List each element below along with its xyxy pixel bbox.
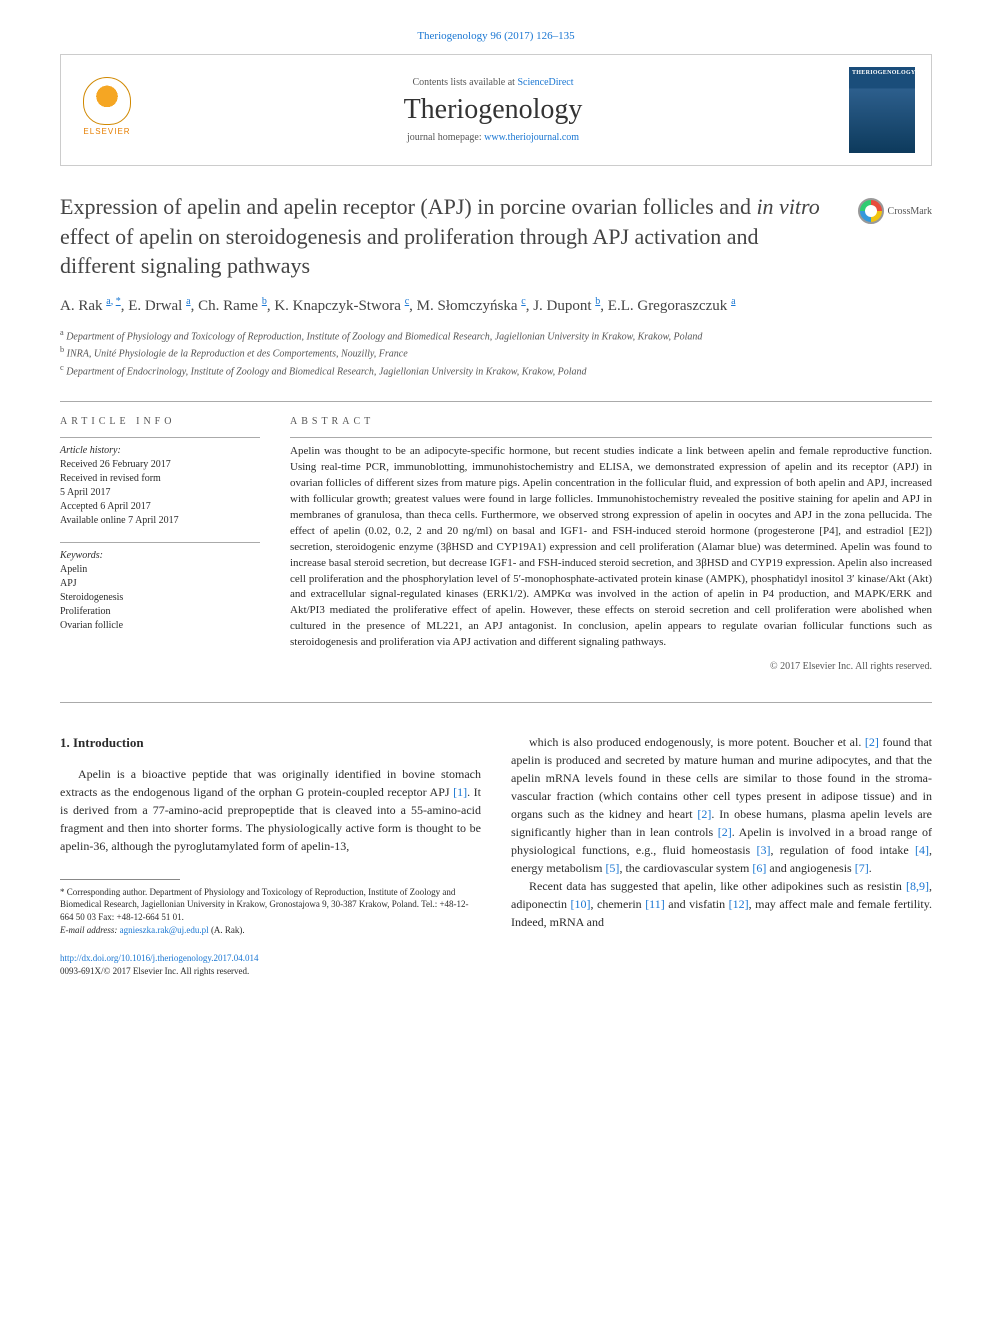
journal-homepage-link[interactable]: www.theriojournal.com <box>484 132 579 143</box>
elsevier-wordmark: ELSEVIER <box>83 127 130 136</box>
body-column-right: which is also produced endogenously, is … <box>511 733 932 977</box>
abstract-copyright: © 2017 Elsevier Inc. All rights reserved… <box>290 661 932 672</box>
ref-link-6[interactable]: [6] <box>752 861 766 875</box>
journal-masthead: ELSEVIER Contents lists available at Sci… <box>60 54 932 166</box>
affil-link-a[interactable]: a <box>106 296 110 307</box>
ref-link-11[interactable]: [11] <box>645 897 665 911</box>
intro-p2-right: Recent data has suggested that apelin, l… <box>511 877 932 931</box>
affil-link-b[interactable]: b <box>595 296 600 307</box>
ref-link-2[interactable]: [2] <box>718 825 732 839</box>
affil-link-b[interactable]: b <box>262 296 267 307</box>
elsevier-tree-icon <box>83 77 131 125</box>
intro-p1-right: which is also produced endogenously, is … <box>511 733 932 877</box>
ref-link-12[interactable]: [12] <box>729 897 749 911</box>
issn-copyright: 0093-691X/© 2017 Elsevier Inc. All right… <box>60 966 249 976</box>
sciencedirect-link[interactable]: ScienceDirect <box>517 77 573 88</box>
article-info-label: ARTICLE INFO <box>60 416 260 427</box>
affil-link-a[interactable]: a <box>731 296 735 307</box>
crossmark-label: CrossMark <box>888 206 932 217</box>
section-heading-introduction: 1. Introduction <box>60 733 481 753</box>
keywords-block: Keywords: Apelin APJ Steroidogenesis Pro… <box>60 542 260 633</box>
affiliations: a Department of Physiology and Toxicolog… <box>60 327 932 379</box>
ref-link-10[interactable]: [10] <box>571 897 591 911</box>
abstract-label: ABSTRACT <box>290 416 932 427</box>
journal-homepage-line: journal homepage: www.theriojournal.com <box>137 132 849 143</box>
ref-link-2[interactable]: [2] <box>865 735 879 749</box>
doi-block: http://dx.doi.org/10.1016/j.theriogenolo… <box>60 952 481 977</box>
ref-link-1[interactable]: [1] <box>453 785 467 799</box>
corresponding-author-note: * Corresponding author. Department of Ph… <box>60 886 481 936</box>
journal-name: Theriogenology <box>137 94 849 126</box>
citation-header: Theriogenology 96 (2017) 126–135 <box>60 30 932 42</box>
affil-link-c[interactable]: c <box>405 296 409 307</box>
elsevier-logo: ELSEVIER <box>77 77 137 143</box>
doi-link[interactable]: http://dx.doi.org/10.1016/j.theriogenolo… <box>60 953 259 963</box>
ref-link-7[interactable]: [7] <box>855 861 869 875</box>
article-history: Article history: Received 26 February 20… <box>60 437 260 528</box>
body-column-left: 1. Introduction Apelin is a bioactive pe… <box>60 733 481 977</box>
abstract-block: ABSTRACT Apelin was thought to be an adi… <box>290 416 932 672</box>
crossmark-badge[interactable]: CrossMark <box>858 198 932 224</box>
abstract-text: Apelin was thought to be an adipocyte-sp… <box>290 437 932 651</box>
ref-link-2[interactable]: [2] <box>697 807 711 821</box>
corresponding-star[interactable]: * <box>116 296 121 307</box>
corresponding-email-link[interactable]: agnieszka.rak@uj.edu.pl <box>120 925 209 935</box>
affil-link-a[interactable]: a <box>186 296 190 307</box>
ref-link-5[interactable]: [5] <box>605 861 619 875</box>
affil-link-c[interactable]: c <box>521 296 525 307</box>
author-list: A. Rak a, *, E. Drwal a, Ch. Rame b, K. … <box>60 295 932 317</box>
ref-link-3[interactable]: [3] <box>757 843 771 857</box>
ref-link-8-9[interactable]: [8,9] <box>906 879 929 893</box>
article-title: Expression of apelin and apelin receptor… <box>60 192 838 281</box>
journal-cover-thumbnail: THERIOGENOLOGY <box>849 67 915 153</box>
contents-available: Contents lists available at ScienceDirec… <box>137 77 849 88</box>
article-info-sidebar: ARTICLE INFO Article history: Received 2… <box>60 416 260 672</box>
intro-p1-left: Apelin is a bioactive peptide that was o… <box>60 765 481 855</box>
ref-link-4[interactable]: [4] <box>915 843 929 857</box>
crossmark-icon <box>858 198 884 224</box>
